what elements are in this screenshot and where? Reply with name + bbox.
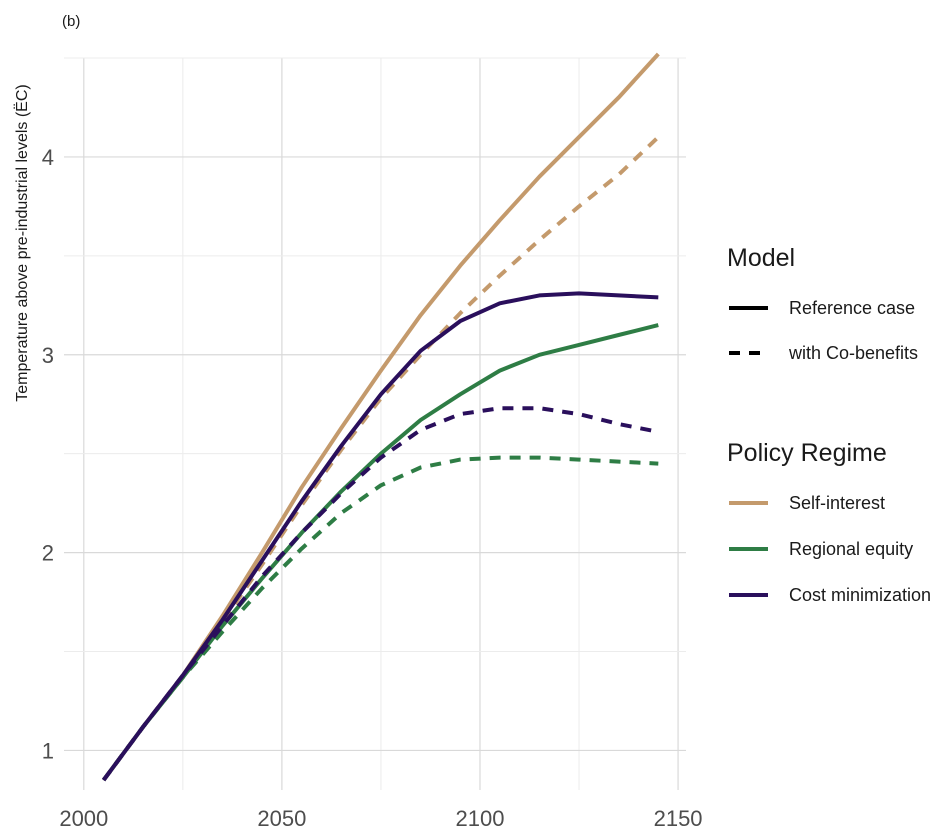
legend-self-interest-label: Self-interest: [789, 493, 885, 513]
series-line-self-interest-cobenefits: [101, 135, 660, 782]
series-line-cost-minimization-reference: [101, 291, 659, 782]
series-layer: [101, 52, 660, 782]
series-line-cost-minimization-cobenefits: [101, 406, 659, 782]
legend-model-title: Model: [727, 244, 795, 272]
x-tick-label: 2100: [456, 806, 505, 831]
x-tick-label: 2050: [257, 806, 306, 831]
legend-policy-title: Policy Regime: [727, 439, 887, 467]
y-tick-label: 3: [42, 343, 54, 368]
grid-layer: [64, 57, 686, 790]
x-tick-label: 2000: [59, 806, 108, 831]
legend: Model Reference case with Co-benefits Po…: [727, 244, 931, 605]
y-tick-label: 4: [42, 145, 54, 170]
series-line-regional-equity-cobenefits: [101, 455, 659, 782]
legend-regional-equity-label: Regional equity: [789, 539, 913, 559]
x-tick-label: 2150: [654, 806, 703, 831]
y-axis-title: Temperature above pre-industrial levels …: [13, 84, 31, 401]
tick-layer: 2000 2050 2100 2150 1 2 3 4: [42, 145, 703, 831]
panel-label: (b): [62, 13, 80, 30]
y-tick-label: 1: [42, 738, 54, 763]
legend-cost-minimization-label: Cost minimization: [789, 585, 931, 605]
y-tick-label: 2: [42, 541, 54, 566]
legend-cobenefits-label: with Co-benefits: [788, 343, 918, 363]
legend-reference-label: Reference case: [789, 298, 915, 318]
